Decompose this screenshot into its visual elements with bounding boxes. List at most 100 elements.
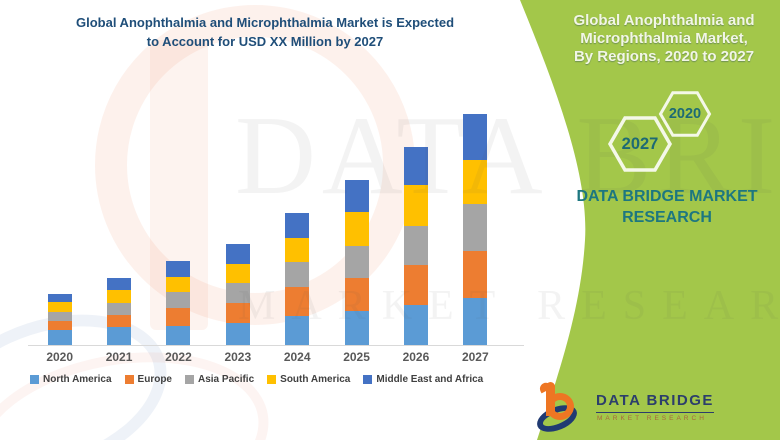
bar-segment-2026-asia-pacific [403,226,428,265]
bar-slot-2020 [30,110,89,345]
side-panel-title: Global Anophthalmia and Microphthalmia M… [555,12,773,66]
side-title-line1: Global Anophthalmia and [573,12,755,29]
bar-segment-2020-middle-east-and-africa [47,294,72,302]
x-axis-label-2024: 2024 [283,350,311,364]
x-axis-label-2022: 2022 [165,350,192,364]
x-axis-label-2023: 2023 [224,350,252,364]
bar-segment-2021-middle-east-and-africa [107,278,132,290]
bar-slot-2026 [386,110,445,345]
bar-segment-2021-north-america [107,327,132,345]
hexagon-badges: 2027 2020 [607,91,712,172]
legend-item-europe: Europe [124,374,172,385]
bar-segment-2026-south-america [403,184,428,226]
bar-segment-2026-europe [403,264,428,305]
legend-label: Middle East and Africa [376,374,484,385]
legend-label: North America [43,374,112,385]
bar-segment-2024-south-america [285,238,310,262]
bar-segment-2024-asia-pacific [285,261,310,287]
bar-slot-2023 [208,110,267,345]
chart-legend: North America Europe Asia Pacific South Ame… [30,374,508,385]
legend-swatch-icon [30,375,39,384]
legend-label: Asia Pacific [198,374,255,385]
legend-swatch-icon [185,375,194,384]
bar-segment-2024-europe [285,286,310,316]
chart-title-line1: Global Anophthalmia and Microphthalmia M… [75,15,455,30]
logo-subtitle-text: MARKET RESEARCH [597,415,707,422]
data-bridge-logo-icon [533,380,588,438]
bar-segment-2024-north-america [285,315,310,345]
bar-segment-2020-europe [47,320,72,330]
legend-label: South America [280,374,351,385]
bar-2021 [107,278,132,345]
bar-segment-2022-south-america [166,276,191,292]
bar-segment-2023-asia-pacific [225,283,250,303]
bar-segment-2026-middle-east-and-africa [403,147,428,185]
brand-line2: RESEARCH [622,209,712,226]
bar-segment-2025-north-america [344,311,369,345]
bar-2025 [344,180,369,345]
x-axis-line [28,345,524,346]
bar-segment-2025-south-america [344,211,369,246]
bar-2024 [285,213,310,345]
bar-2026 [403,147,428,345]
hexagon-2020-label: 2020 [669,106,701,122]
bar-segment-2023-middle-east-and-africa [225,244,250,264]
x-axis-label-2025: 2025 [343,350,370,364]
bar-2027 [463,114,488,345]
bar-segment-2021-europe [107,314,132,327]
logo-bowl-shape [546,393,574,420]
x-axis-label-2027: 2027 [461,350,489,364]
bar-slot-2025 [327,110,386,345]
legend-label: Europe [137,374,172,385]
bars-row [30,110,505,345]
bar-segment-2027-south-america [463,160,488,204]
bar-slot-2024 [268,110,327,345]
hexagon-2027-label: 2027 [622,135,659,153]
bar-slot-2027 [446,110,505,345]
bar-segment-2025-middle-east-and-africa [344,180,369,212]
bar-slot-2022 [149,110,208,345]
legend-swatch-icon [267,375,277,384]
bar-segment-2022-north-america [166,325,191,345]
legend-item-north-america: North America [30,374,112,385]
bar-segment-2020-north-america [47,330,72,345]
x-axis-labels: 2020 2021 2022 2023 2024 2025 2026 2027 [30,350,505,364]
side-title-line3: By Regions, 2020 to 2027 [573,48,755,65]
legend-item-asia-pacific: Asia Pacific [185,374,254,385]
hexagon-2020-shape [658,91,712,137]
bar-segment-2026-north-america [403,304,428,345]
bar-segment-2022-asia-pacific [166,292,191,308]
side-title-line2: Microphthalmia Market, [580,30,748,47]
bar-segment-2025-europe [344,277,369,311]
bar-segment-2027-europe [463,251,488,298]
bar-2023 [225,244,250,345]
data-bridge-logo: DATA BRIDGE MARKET RESEARCH [533,380,768,438]
brand-wordmark: DATA BRIDGE MARKET RESEARCH [558,186,776,228]
bar-segment-2027-middle-east-and-africa [463,114,488,160]
bar-segment-2020-south-america [47,302,72,312]
bar-segment-2027-north-america [463,298,488,345]
bar-segment-2021-south-america [107,290,132,303]
bar-slot-2021 [89,110,148,345]
bar-2022 [166,261,191,345]
bar-segment-2022-middle-east-and-africa [166,261,191,277]
bar-segment-2021-asia-pacific [107,302,132,315]
x-axis-label-2020: 2020 [46,350,74,364]
bar-2020 [47,294,72,345]
x-axis-label-2021: 2021 [105,350,133,364]
bar-segment-2025-asia-pacific [344,245,369,278]
chart-title-line2: to Account for USD XX Million by 2027 [146,34,384,49]
bar-segment-2027-asia-pacific [463,204,488,251]
bar-segment-2024-middle-east-and-africa [285,213,310,238]
legend-item-middle-east-and-africa: Middle East and Africa [363,374,483,385]
bar-segment-2023-south-america [225,264,250,283]
hexagon-2027-shape [607,116,673,172]
logo-name-text: DATA BRIDGE [596,392,714,413]
x-axis-label-2026: 2026 [402,350,430,364]
bar-segment-2023-north-america [225,323,250,345]
chart-title: Global Anophthalmia and Microphthalmia M… [35,13,495,51]
bar-chart [30,110,505,345]
brand-line1: DATA BRIDGE MARKET [576,188,758,205]
